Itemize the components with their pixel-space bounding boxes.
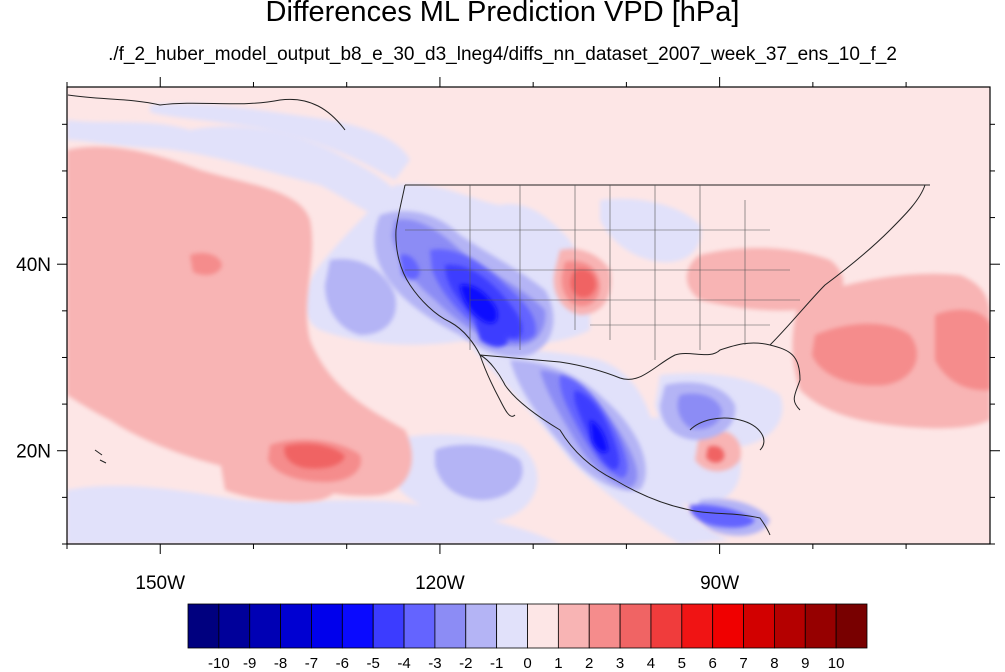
colorbar-label: -6 [336, 655, 349, 672]
colorbar: -10 -9 -8 -7 -6 -5 -4 -3 -2 -1 0 1 2 3 4 5 6 7 8 9 10 [187, 603, 868, 672]
colorbar-swatch [465, 603, 498, 649]
lon-tick-label: 120W [415, 573, 465, 594]
lon-tick-label: 150W [135, 573, 185, 594]
map-frame [66, 86, 991, 545]
colorbar-swatch [341, 603, 374, 649]
plot-title: Differences ML Prediction VPD [hPa] [265, 0, 740, 28]
colorbar-label: -4 [397, 655, 410, 672]
colorbar-label: 1 [554, 655, 562, 672]
axis-ticks: 150W 120W 90W 40N 20N [16, 77, 1000, 594]
colorbar-swatch [218, 603, 251, 649]
colorbar-label: -9 [243, 655, 256, 672]
contour-level-neg6 [460, 284, 608, 453]
colorbar-label: 2 [585, 655, 593, 672]
colorbar-label: 7 [739, 655, 747, 672]
colorbar-label: -2 [459, 655, 472, 672]
colorbar-swatch [588, 603, 621, 649]
colorbar-label: -8 [274, 655, 287, 672]
colorbar-label: 9 [801, 655, 809, 672]
colorbar-label: 8 [770, 655, 778, 672]
colorbar-swatch [835, 603, 868, 649]
plot-subtitle: ./f_2_huber_model_output_b8_e_30_d3_lneg… [108, 44, 897, 65]
colorbar-swatch [249, 603, 281, 649]
colorbar-swatch [681, 603, 714, 649]
contour-field [67, 103, 990, 544]
contour-level-3 [284, 268, 725, 469]
colorbar-label: -1 [490, 655, 503, 672]
colorbar-label: -3 [428, 655, 441, 672]
colorbar-label: -10 [208, 655, 230, 672]
colorbar-swatch [557, 603, 590, 649]
colorbar-swatch [280, 603, 312, 649]
colorbar-swatch [527, 603, 559, 649]
colorbar-swatch [403, 603, 436, 649]
colorbar-swatch [187, 603, 220, 649]
colorbar-swatch [650, 603, 683, 649]
colorbar-swatch [743, 603, 775, 649]
colorbar-swatch [712, 603, 744, 649]
colorbar-label: -5 [367, 655, 380, 672]
colorbar-label: -7 [305, 655, 318, 672]
colorbar-swatch [434, 603, 467, 649]
colorbar-swatch [496, 603, 528, 649]
colorbar-label: 3 [616, 655, 624, 672]
colorbar-swatch [804, 603, 837, 649]
colorbar-label: 5 [678, 655, 686, 672]
colorbar-label: 10 [828, 655, 845, 672]
colorbar-label: 6 [709, 655, 717, 672]
lat-tick-label: 20N [16, 442, 51, 463]
colorbar-swatch [372, 603, 405, 649]
colorbar-swatch [311, 603, 343, 649]
colorbar-swatch [619, 603, 652, 649]
colorbar-label: 4 [647, 655, 655, 672]
coastlines [67, 94, 930, 536]
lat-tick-label: 40N [16, 255, 51, 276]
colorbar-label: 0 [523, 655, 531, 672]
lon-tick-label: 90W [700, 573, 739, 594]
colorbar-swatch [774, 603, 806, 649]
state-borders [405, 185, 800, 360]
